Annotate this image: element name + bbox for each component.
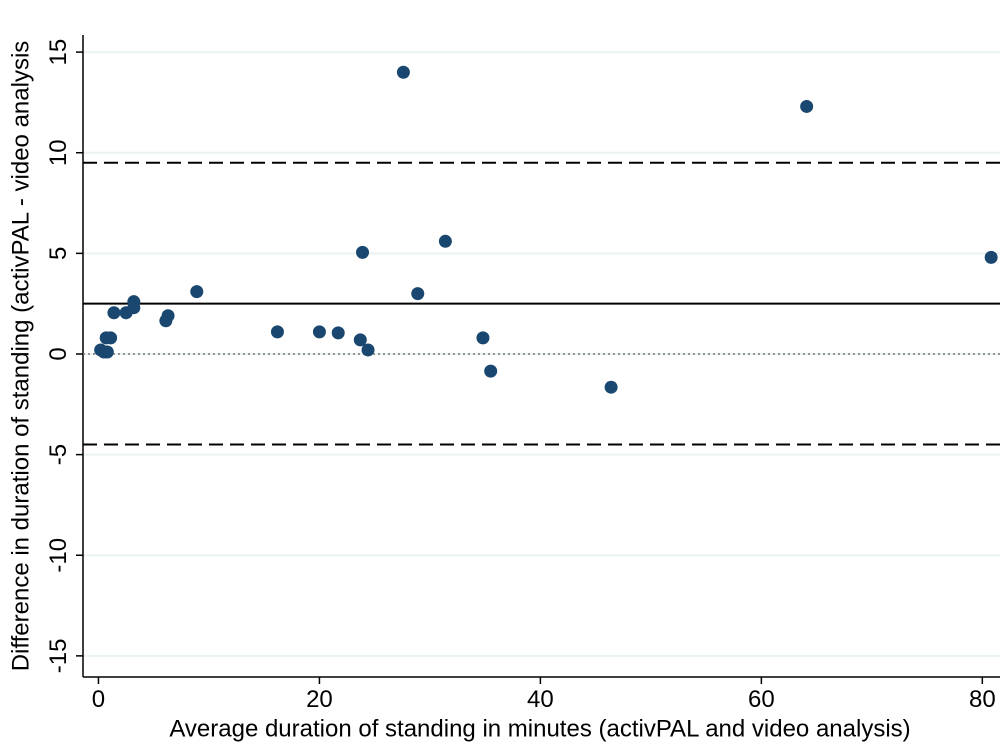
point (484, 364, 498, 378)
point (100, 345, 114, 359)
point (161, 309, 175, 323)
point (476, 331, 490, 345)
point (270, 325, 284, 339)
y-tick-label: 15 (45, 39, 72, 66)
point (104, 331, 118, 345)
point (127, 301, 141, 315)
x-tick-label: 60 (748, 686, 775, 713)
y-tick-label: -15 (45, 639, 72, 674)
point (353, 333, 367, 347)
point (361, 343, 375, 357)
y-tick-label: 0 (45, 347, 72, 360)
point (356, 245, 370, 259)
y-tick-label: -10 (45, 538, 72, 573)
y-axis-title: Difference in duration of standing (acti… (7, 41, 34, 672)
point (438, 234, 452, 248)
x-tick-label: 40 (527, 686, 554, 713)
x-tick-label: 80 (969, 686, 996, 713)
point (984, 250, 998, 264)
point (190, 285, 204, 299)
point (331, 326, 345, 340)
point (800, 99, 814, 113)
point (411, 287, 425, 301)
x-tick-label: 0 (92, 686, 105, 713)
y-tick-label: 10 (45, 139, 72, 166)
x-axis-title: Average duration of standing in minutes … (169, 715, 910, 742)
x-tick-label: 20 (306, 686, 333, 713)
point (396, 65, 410, 79)
y-tick-label: -5 (45, 444, 72, 465)
point (107, 306, 121, 320)
y-tick-label: 5 (45, 247, 72, 260)
point (604, 380, 618, 394)
point (312, 325, 326, 339)
